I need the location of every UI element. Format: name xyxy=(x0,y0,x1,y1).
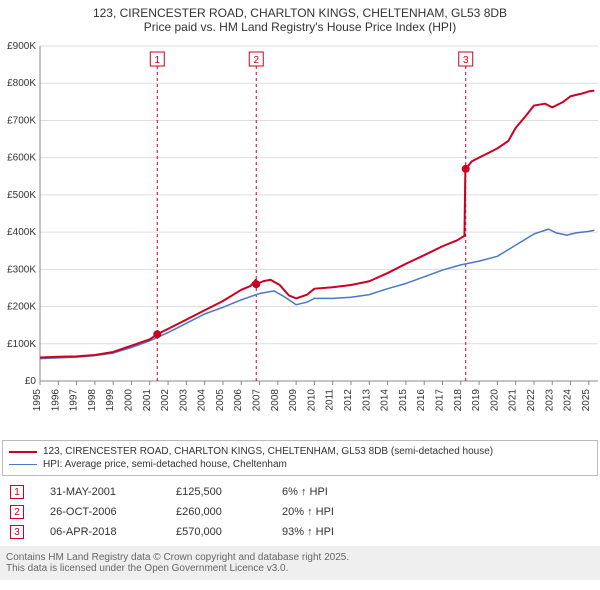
legend-swatch-hpi xyxy=(9,464,37,465)
legend-row-property: 123, CIRENCESTER ROAD, CHARLTON KINGS, C… xyxy=(9,445,591,458)
svg-text:2016: 2016 xyxy=(416,389,427,412)
transaction-price: £570,000 xyxy=(176,526,256,538)
title-line-2: Price paid vs. HM Land Registry's House … xyxy=(4,20,596,34)
transaction-date: 31-MAY-2001 xyxy=(50,486,150,498)
svg-text:£400K: £400K xyxy=(7,227,36,238)
svg-text:1995: 1995 xyxy=(32,389,43,412)
svg-text:2003: 2003 xyxy=(178,389,189,412)
svg-text:2001: 2001 xyxy=(142,389,153,412)
svg-text:2020: 2020 xyxy=(489,389,500,412)
svg-text:2013: 2013 xyxy=(361,389,372,412)
svg-text:2017: 2017 xyxy=(434,389,445,412)
legend-label-property: 123, CIRENCESTER ROAD, CHARLTON KINGS, C… xyxy=(43,446,493,457)
transaction-delta: 6% ↑ HPI xyxy=(282,486,362,498)
footer-attribution: Contains HM Land Registry data © Crown c… xyxy=(0,546,600,580)
svg-text:2006: 2006 xyxy=(233,389,244,412)
svg-text:£600K: £600K xyxy=(7,153,36,164)
transaction-price: £125,500 xyxy=(176,486,256,498)
transaction-row: 2 26-OCT-2006 £260,000 20% ↑ HPI xyxy=(10,502,590,522)
legend-row-hpi: HPI: Average price, semi-detached house,… xyxy=(9,458,591,471)
svg-text:2004: 2004 xyxy=(197,389,208,412)
transaction-row: 1 31-MAY-2001 £125,500 6% ↑ HPI xyxy=(10,482,590,502)
footer-line-1: Contains HM Land Registry data © Crown c… xyxy=(6,552,594,563)
svg-text:£500K: £500K xyxy=(7,190,36,201)
svg-text:£200K: £200K xyxy=(7,302,36,313)
title-line-1: 123, CIRENCESTER ROAD, CHARLTON KINGS, C… xyxy=(4,6,596,20)
transaction-delta: 93% ↑ HPI xyxy=(282,526,362,538)
svg-text:1997: 1997 xyxy=(69,389,80,412)
svg-text:2005: 2005 xyxy=(215,389,226,412)
svg-text:2011: 2011 xyxy=(325,389,336,411)
svg-text:2018: 2018 xyxy=(453,389,464,412)
svg-text:2: 2 xyxy=(253,55,259,66)
transaction-date: 06-APR-2018 xyxy=(50,526,150,538)
svg-text:2023: 2023 xyxy=(544,389,555,412)
legend-swatch-property xyxy=(9,451,37,453)
legend-label-hpi: HPI: Average price, semi-detached house,… xyxy=(43,459,287,470)
svg-text:2025: 2025 xyxy=(581,389,592,412)
svg-text:£900K: £900K xyxy=(7,41,36,52)
transaction-marker-3: 3 xyxy=(10,525,24,539)
svg-text:1999: 1999 xyxy=(105,389,116,412)
svg-text:2021: 2021 xyxy=(508,389,519,412)
svg-text:2012: 2012 xyxy=(343,389,354,412)
transaction-row: 3 06-APR-2018 £570,000 93% ↑ HPI xyxy=(10,522,590,542)
transaction-table: 1 31-MAY-2001 £125,500 6% ↑ HPI 2 26-OCT… xyxy=(10,482,590,542)
transaction-price: £260,000 xyxy=(176,506,256,518)
svg-text:£800K: £800K xyxy=(7,78,36,89)
legend: 123, CIRENCESTER ROAD, CHARLTON KINGS, C… xyxy=(2,440,598,476)
svg-text:£300K: £300K xyxy=(7,264,36,275)
svg-text:2015: 2015 xyxy=(398,389,409,412)
svg-text:£100K: £100K xyxy=(7,339,36,350)
transaction-date: 26-OCT-2006 xyxy=(50,506,150,518)
svg-text:2008: 2008 xyxy=(270,389,281,412)
svg-text:1: 1 xyxy=(154,55,160,66)
price-chart: £0 £100K £200K £300K £400K £500K £600K £700K £80… xyxy=(0,36,600,436)
svg-text:2007: 2007 xyxy=(252,389,263,412)
svg-text:2022: 2022 xyxy=(526,389,537,412)
svg-text:2014: 2014 xyxy=(380,389,391,412)
svg-text:2002: 2002 xyxy=(160,389,171,412)
svg-text:2019: 2019 xyxy=(471,389,482,412)
svg-text:£700K: £700K xyxy=(7,115,36,126)
svg-text:2009: 2009 xyxy=(288,389,299,412)
svg-text:£0: £0 xyxy=(25,376,37,387)
svg-text:2024: 2024 xyxy=(563,389,574,412)
svg-text:2000: 2000 xyxy=(123,389,134,412)
svg-text:2010: 2010 xyxy=(306,389,317,412)
svg-text:1996: 1996 xyxy=(50,389,61,412)
chart-title: 123, CIRENCESTER ROAD, CHARLTON KINGS, C… xyxy=(0,0,600,36)
transaction-marker-1: 1 xyxy=(10,485,24,499)
footer-line-2: This data is licensed under the Open Gov… xyxy=(6,563,594,574)
svg-text:3: 3 xyxy=(463,55,469,66)
transaction-delta: 20% ↑ HPI xyxy=(282,506,362,518)
svg-text:1998: 1998 xyxy=(87,389,98,412)
transaction-marker-2: 2 xyxy=(10,505,24,519)
chart-canvas: £0 £100K £200K £300K £400K £500K £600K £700K £80… xyxy=(0,36,600,436)
